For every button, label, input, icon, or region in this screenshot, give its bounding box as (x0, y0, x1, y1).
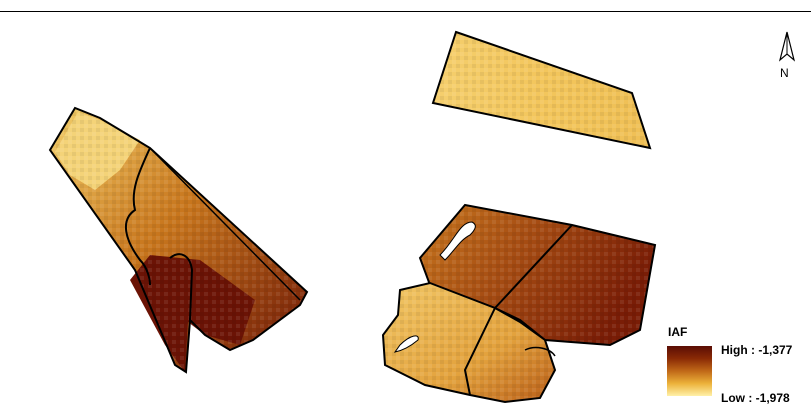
legend-low-label: Low : -1,978 (721, 391, 790, 405)
field-bottom (381, 281, 557, 404)
field-top (431, 30, 652, 150)
legend-title: IAF (668, 325, 688, 339)
legend-color-ramp (667, 346, 712, 396)
top-border-line (0, 11, 811, 12)
north-arrow-icon (778, 31, 796, 62)
north-label: N (780, 66, 789, 80)
field-right (418, 203, 657, 347)
legend-high-label: High : -1,377 (721, 343, 793, 357)
field-left (48, 106, 309, 374)
